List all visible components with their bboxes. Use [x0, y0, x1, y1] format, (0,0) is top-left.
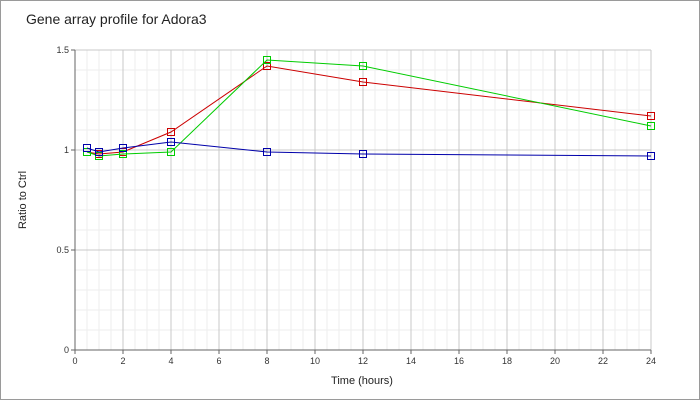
x-tick-label: 14: [406, 356, 416, 366]
data-point-marker: [263, 56, 271, 64]
x-tick-label: 2: [120, 356, 125, 366]
y-tick-label: 1.5: [56, 45, 69, 55]
data-point-marker: [263, 62, 271, 70]
series-3: [83, 138, 655, 160]
y-axis-label: Ratio to Ctrl: [17, 171, 29, 229]
y-tick-label: 0: [64, 345, 69, 355]
y-tick-label: 1: [64, 145, 69, 155]
x-tick-label: 10: [310, 356, 320, 366]
data-point-marker: [167, 148, 175, 156]
data-point-marker: [359, 78, 367, 86]
data-point-marker: [167, 138, 175, 146]
series-line: [86, 141, 652, 157]
axes: [71, 49, 652, 354]
y-tick-label: 0.5: [56, 245, 69, 255]
x-tick-label: 16: [454, 356, 464, 366]
x-tick-label: 24: [646, 356, 656, 366]
x-tick-label: 12: [358, 356, 368, 366]
data-point-marker: [647, 122, 655, 130]
x-tick-label: 6: [216, 356, 221, 366]
x-axis-label: Time (hours): [331, 375, 393, 387]
data-point-marker: [263, 148, 271, 156]
x-tick-label: 8: [264, 356, 269, 366]
series-line: [86, 65, 652, 155]
x-tick-label: 20: [550, 356, 560, 366]
data-point-marker: [119, 150, 127, 158]
series-layer: [83, 56, 655, 160]
x-tick-label: 4: [168, 356, 173, 366]
data-point-marker: [95, 148, 103, 156]
data-point-marker: [83, 144, 91, 152]
data-point-marker: [359, 150, 367, 158]
data-point-marker: [359, 62, 367, 70]
data-point-marker: [167, 128, 175, 136]
major-grid: [74, 49, 652, 351]
x-tick-label: 0: [72, 356, 77, 366]
series-2: [83, 56, 655, 160]
x-tick-labels: 0 2 4 6 8 10 12 14 16 18 20 22 24: [72, 356, 656, 366]
chart-title: Gene array profile for Adora3: [26, 11, 207, 27]
x-tick-label: 18: [502, 356, 512, 366]
data-point-marker: [647, 152, 655, 160]
data-point-marker: [119, 144, 127, 152]
y-tick-labels: 0 0.5 1 1.5: [56, 45, 69, 355]
x-tick-label: 22: [598, 356, 608, 366]
data-point-marker: [647, 112, 655, 120]
